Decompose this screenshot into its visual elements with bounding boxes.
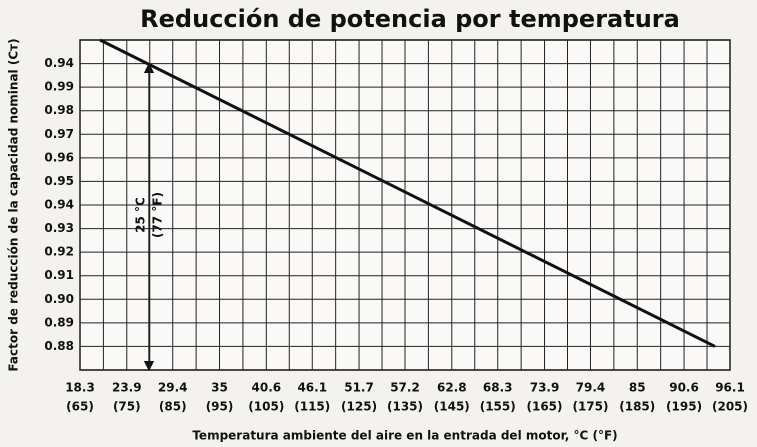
x-tick-label-f: (195) — [666, 400, 702, 414]
x-tick-label: 46.1 — [297, 381, 327, 395]
x-tick-label-f: (85) — [159, 400, 187, 414]
x-tick-label: 68.3 — [483, 381, 513, 395]
x-tick-label: 23.9 — [112, 381, 142, 395]
x-tick-label-f: (135) — [387, 400, 423, 414]
y-tick-label: 0.96 — [44, 150, 74, 164]
y-axis-label: Factor de reducción de la capacidad nomi… — [7, 38, 21, 371]
x-tick-label: 29.4 — [158, 381, 188, 395]
annotation: (77 °F) — [151, 192, 165, 238]
y-tick-label: 0.98 — [44, 103, 74, 117]
x-tick-label-f: (65) — [66, 400, 94, 414]
x-tick-label-f: (115) — [294, 400, 330, 414]
y-tick-label: 0.92 — [44, 245, 74, 259]
x-tick-label: 57.2 — [390, 381, 420, 395]
x-tick-label-f: (95) — [206, 400, 234, 414]
x-axis-label: Temperatura ambiente del aire en la entr… — [192, 429, 617, 443]
x-tick-label: 73.9 — [530, 381, 560, 395]
x-tick-label: 35 — [211, 381, 228, 395]
x-tick-label-f: (205) — [712, 400, 748, 414]
x-tick-label-f: (75) — [113, 400, 141, 414]
y-tick-label: 0.91 — [44, 268, 74, 282]
x-tick-label: 18.3 — [65, 381, 95, 395]
x-tick-label: 90.6 — [669, 381, 699, 395]
y-tick-label: 0.99 — [44, 80, 74, 94]
x-tick-label-f: (105) — [248, 400, 284, 414]
x-tick-label: 96.1 — [715, 381, 745, 395]
y-tick-label: 0.90 — [44, 292, 74, 306]
x-tick-label-f: (145) — [434, 400, 470, 414]
x-tick-label-f: (125) — [341, 400, 377, 414]
y-tick-label: 0.94 — [44, 56, 74, 70]
chart-title: Reducción de potencia por temperatura — [140, 5, 680, 33]
chart: Reducción de potencia por temperatura Fa… — [0, 0, 757, 447]
x-tick-label: 79.4 — [576, 381, 606, 395]
y-tick-label: 0.95 — [44, 174, 74, 188]
x-tick-label: 51.7 — [344, 381, 374, 395]
annotation: 25 °C — [134, 197, 148, 233]
x-tick-label-f: (175) — [572, 400, 608, 414]
y-tick-label: 0.97 — [44, 127, 74, 141]
x-tick-label-f: (165) — [527, 400, 563, 414]
y-tick-label: 0.88 — [44, 339, 74, 353]
x-tick-label: 62.8 — [437, 381, 467, 395]
x-tick-label: 85 — [629, 381, 646, 395]
x-tick-label: 40.6 — [252, 381, 282, 395]
y-tick-label: 0.94 — [44, 198, 74, 212]
y-tick-label: 0.89 — [44, 315, 74, 329]
x-tick-label-f: (185) — [619, 400, 655, 414]
x-tick-label-f: (155) — [480, 400, 516, 414]
y-tick-label: 0.93 — [44, 221, 74, 235]
